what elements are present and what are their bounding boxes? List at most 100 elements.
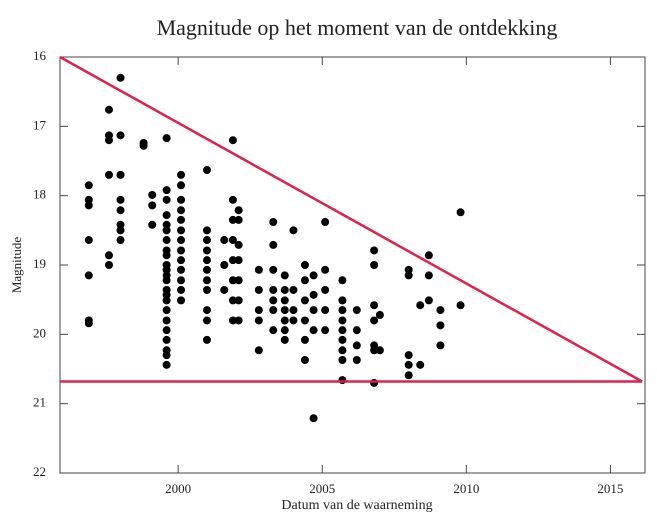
data-point <box>202 166 211 175</box>
data-point <box>370 261 379 269</box>
data-point <box>202 256 211 265</box>
data-point <box>162 226 171 235</box>
data-point <box>202 335 211 344</box>
reference-line <box>59 55 643 383</box>
data-point <box>404 271 413 280</box>
x-tick-label: 2000 <box>165 481 191 496</box>
data-point <box>424 251 433 260</box>
data-point <box>338 306 347 315</box>
x-tick-label: 2005 <box>309 481 335 496</box>
data-point <box>352 341 361 350</box>
data-point <box>289 285 298 294</box>
chart-title: Magnitude op het moment van de ontdekkin… <box>157 15 558 40</box>
data-point <box>404 371 413 380</box>
data-point <box>234 296 243 305</box>
data-point <box>370 378 379 387</box>
data-point <box>436 306 445 315</box>
data-point <box>300 335 309 344</box>
data-point <box>84 181 93 190</box>
data-point <box>269 285 278 294</box>
data-point <box>269 240 278 249</box>
data-point <box>280 285 289 294</box>
y-tick-label: 18 <box>33 187 46 202</box>
data-point <box>280 316 289 325</box>
data-point <box>202 265 211 274</box>
data-point <box>280 296 289 305</box>
data-point <box>177 236 186 245</box>
data-point <box>148 190 157 199</box>
y-tick-label: 16 <box>33 48 47 63</box>
data-point <box>104 170 113 179</box>
data-point <box>228 195 237 204</box>
data-point <box>338 346 347 355</box>
y-tick-label: 22 <box>33 464 46 479</box>
data-point <box>338 326 347 335</box>
data-point <box>309 414 318 423</box>
data-point <box>375 310 384 319</box>
data-point <box>220 285 229 294</box>
data-point <box>177 256 186 265</box>
data-point <box>177 246 186 255</box>
data-point <box>234 215 243 224</box>
data-point <box>177 206 186 215</box>
data-point <box>162 306 171 315</box>
data-point <box>84 271 93 280</box>
data-point <box>269 218 278 227</box>
data-point <box>228 236 237 245</box>
data-point <box>269 326 278 335</box>
data-point <box>456 208 465 217</box>
data-point <box>416 301 425 310</box>
data-point <box>162 335 171 344</box>
data-point <box>321 326 330 335</box>
data-point <box>234 256 243 265</box>
data-point <box>84 195 93 204</box>
data-point <box>162 251 171 260</box>
data-point <box>289 306 298 315</box>
data-point <box>228 316 237 325</box>
data-point <box>254 346 263 355</box>
data-point <box>84 201 93 210</box>
data-point <box>370 346 379 355</box>
data-point <box>321 306 330 315</box>
data-point <box>456 301 465 310</box>
data-point <box>177 181 186 190</box>
data-point <box>162 316 171 325</box>
data-point <box>338 335 347 344</box>
data-point <box>254 316 263 325</box>
data-point <box>177 170 186 179</box>
data-point <box>116 206 125 215</box>
data-point <box>424 271 433 280</box>
data-point <box>321 218 330 227</box>
data-point <box>300 355 309 364</box>
data-point <box>162 134 171 143</box>
data-point <box>162 236 171 245</box>
data-point <box>162 276 171 285</box>
data-point <box>162 360 171 369</box>
data-point <box>309 290 318 299</box>
data-point <box>269 296 278 305</box>
data-point <box>220 236 229 245</box>
data-point <box>404 265 413 274</box>
data-point <box>254 265 263 274</box>
data-point <box>352 355 361 364</box>
data-point <box>162 186 171 195</box>
data-point <box>202 226 211 235</box>
data-point <box>338 376 347 385</box>
data-point <box>234 206 243 215</box>
y-axis-label: Magnitude <box>9 237 24 294</box>
data-point <box>202 246 211 255</box>
data-point <box>202 285 211 294</box>
data-point <box>280 326 289 335</box>
data-point <box>177 296 186 305</box>
data-point <box>234 276 243 285</box>
data-point <box>370 301 379 310</box>
x-axis-label: Datum van de waarneming <box>281 498 432 513</box>
data-point <box>338 355 347 364</box>
data-point <box>321 265 330 274</box>
x-tick-label: 2015 <box>597 481 623 496</box>
y-tick-label: 21 <box>33 395 46 410</box>
data-point <box>162 211 171 220</box>
data-point <box>352 306 361 315</box>
data-point <box>162 326 171 335</box>
